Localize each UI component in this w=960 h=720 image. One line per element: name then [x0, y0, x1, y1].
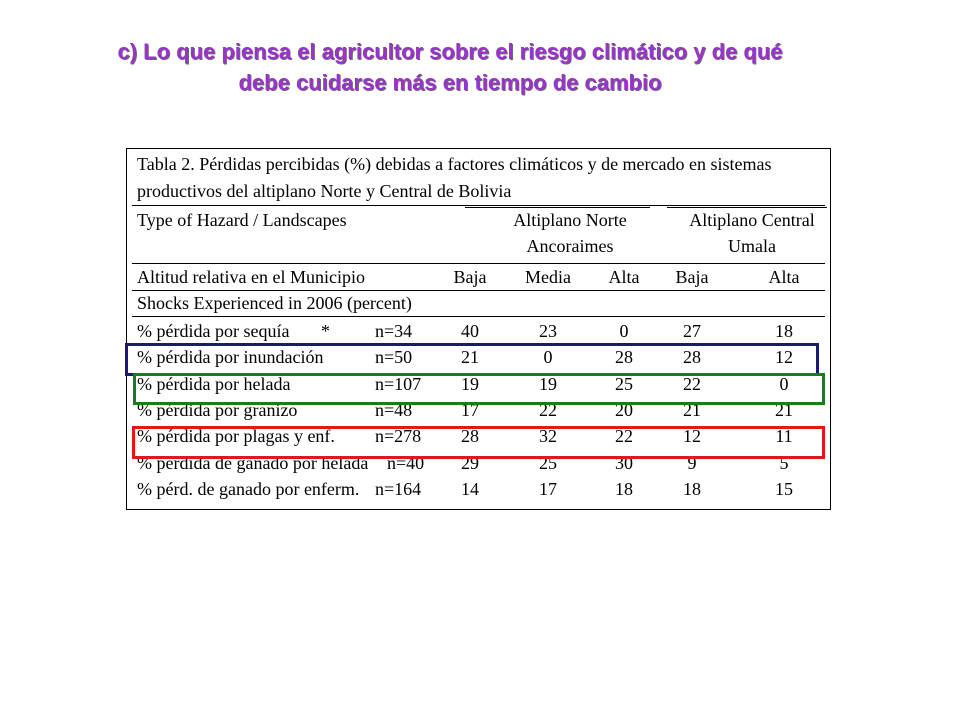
title-line-2: debe cuidarse más en tiempo de cambio [238, 70, 662, 95]
row-value: 17 [539, 478, 557, 499]
region-central-name: Altiplano Central [689, 210, 815, 230]
region-north-name: Altiplano Norte [513, 210, 627, 230]
row-value: 0 [543, 347, 553, 368]
slide-title: c) Lo que piensa el agricultor sobre el … [0, 36, 900, 98]
row-value: 12 [683, 426, 701, 447]
row-label: % pérdida por sequía [137, 321, 290, 341]
row-value: 32 [539, 426, 557, 447]
row-value: 27 [683, 321, 701, 341]
row-value: 0 [619, 321, 629, 341]
row-value: 14 [461, 478, 479, 499]
highlight-box-helada [133, 373, 825, 405]
row-sample-size: n=164 [375, 478, 422, 499]
row-value: 28 [461, 426, 479, 447]
row-value: 15 [775, 478, 793, 499]
row-value: 18 [683, 478, 701, 499]
altitude-col: Alta [608, 267, 640, 287]
altitude-col: Alta [768, 267, 800, 287]
row-label: % pérd. de ganado por enferm. [137, 478, 360, 499]
row-value: 0 [779, 373, 789, 394]
hazard-header: Type of Hazard / Landscapes [137, 210, 347, 230]
table-caption-line-1: Tabla 2. Pérdidas percibidas (%) debidas… [137, 154, 772, 174]
region-central-site: Umala [728, 236, 776, 256]
altitude-col: Media [525, 267, 571, 287]
row-value: 40 [461, 321, 479, 341]
row-mark: * [321, 321, 330, 341]
divider [667, 207, 827, 208]
row-sample-size: n=278 [375, 426, 422, 447]
row-sample-size: n=34 [375, 321, 413, 341]
divider [132, 263, 825, 264]
row-value: 18 [615, 478, 633, 499]
highlight-box-inundacion [125, 343, 819, 376]
table-caption-line-2: productivos del altiplano Norte y Centra… [137, 181, 512, 201]
row-value: 28 [683, 347, 701, 368]
row-value: 18 [775, 321, 793, 341]
row-sample-size: n=107 [375, 373, 422, 394]
row-label: % pérdida por helada [137, 373, 291, 394]
loss-table: Tabla 2. Pérdidas percibidas (%) debidas… [126, 148, 831, 510]
altitude-col: Baja [453, 267, 487, 287]
shocks-label: Shocks Experienced in 2006 (percent) [137, 293, 412, 313]
row-value: 21 [461, 347, 479, 368]
title-line-1: c) Lo que piensa el agricultor sobre el … [117, 39, 783, 64]
row-value: 11 [775, 426, 793, 447]
row-label: % pérdida por plagas y enf. [137, 426, 335, 447]
row-value: 23 [539, 321, 557, 341]
row-value: 19 [461, 373, 479, 394]
row-value: 22 [683, 373, 701, 394]
row-value: 5 [779, 452, 789, 473]
row-label: % pérdida por inundación [137, 347, 324, 368]
row-value: 12 [775, 347, 793, 368]
row-value: 25 [615, 373, 633, 394]
divider [465, 207, 650, 208]
row-value: 19 [539, 373, 557, 394]
divider [132, 290, 825, 291]
highlight-box-plagas [132, 426, 825, 459]
altitude-label: Altitud relativa en el Municipio [137, 267, 365, 287]
divider [132, 205, 825, 206]
altitude-col: Baja [675, 267, 709, 287]
region-north-site: Ancoraimes [526, 236, 614, 256]
row-value: 28 [615, 347, 633, 368]
row-sample-size: n=50 [375, 347, 413, 368]
row-value: 9 [687, 452, 697, 473]
divider [132, 316, 825, 317]
row-value: 22 [615, 426, 633, 447]
